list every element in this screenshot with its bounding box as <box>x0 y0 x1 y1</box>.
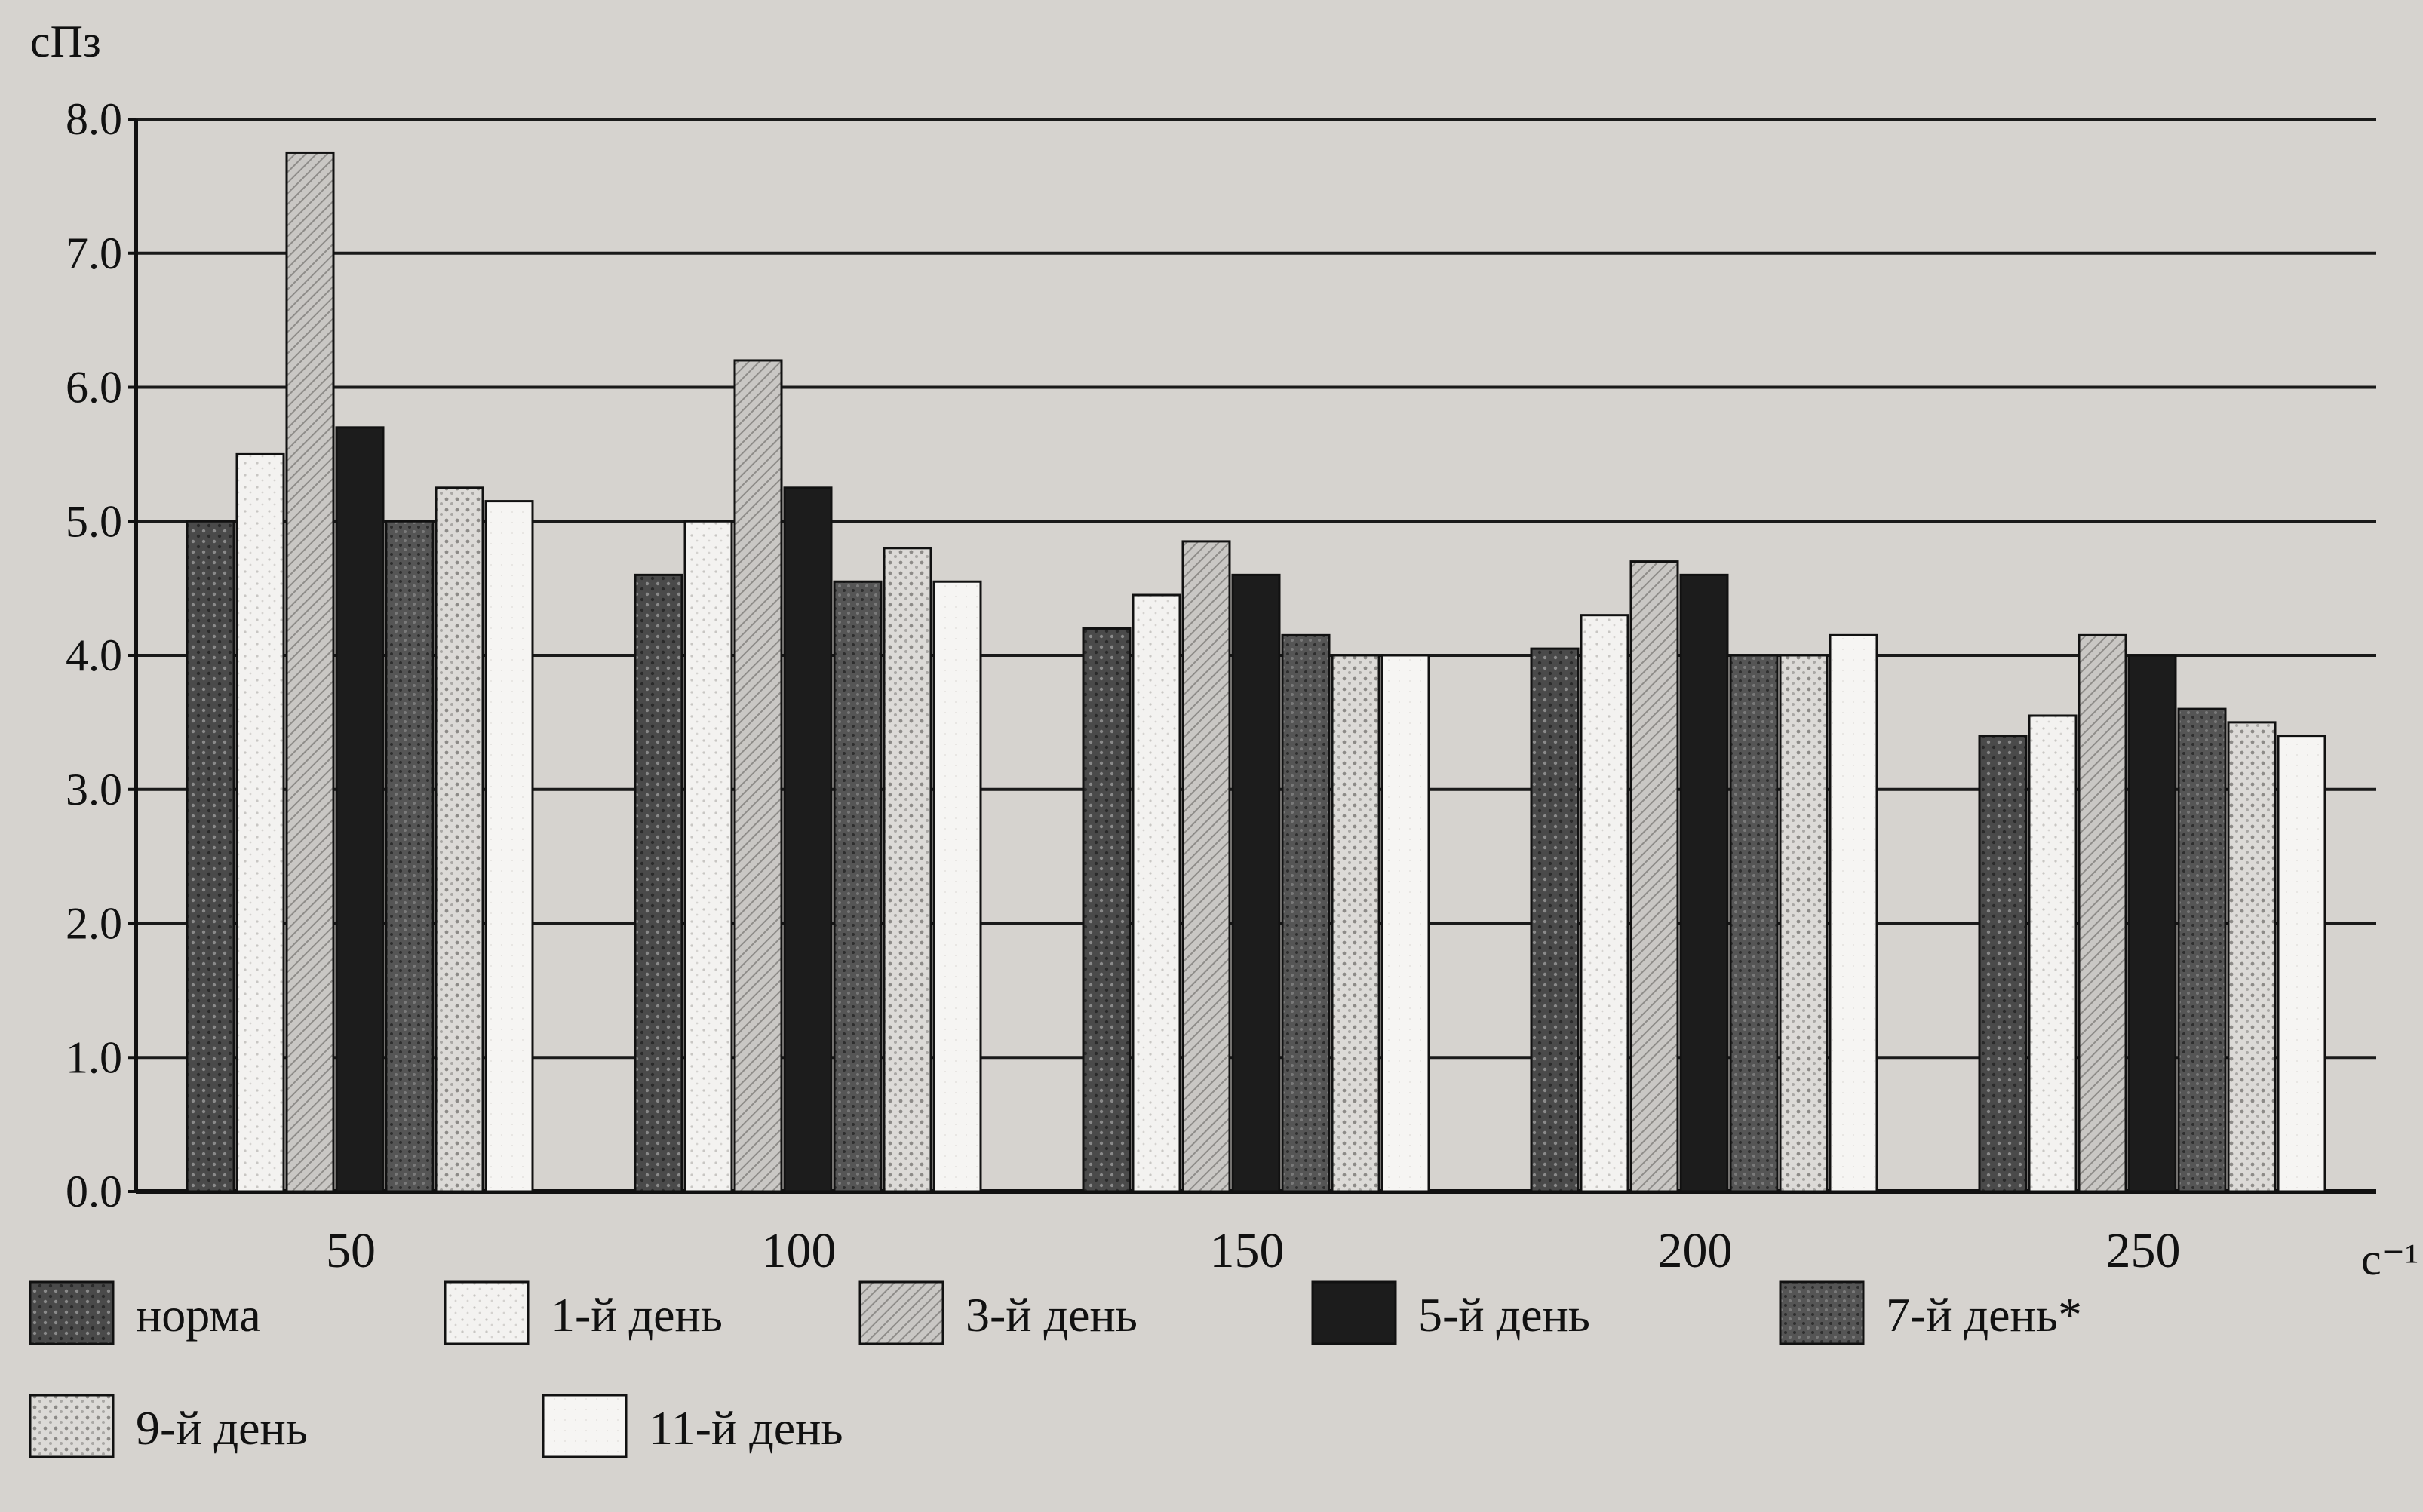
bar <box>235 452 285 1193</box>
y-tick-label: 0.0 <box>66 1167 122 1216</box>
y-tick-label: 3.0 <box>66 765 122 814</box>
y-tick-label: 2.0 <box>66 899 122 949</box>
bar <box>1281 633 1331 1193</box>
legend-swatch <box>29 1394 115 1458</box>
x-category-label: 100 <box>762 1223 837 1278</box>
bar <box>186 520 235 1193</box>
bar <box>1181 540 1231 1193</box>
bar <box>2028 714 2078 1193</box>
bar <box>634 573 683 1193</box>
bar <box>1580 614 1629 1193</box>
bar <box>285 151 335 1193</box>
bar <box>2277 735 2326 1193</box>
axis-labels: 0.0 1.0 2.0 3.0 4.0 5.0 6.0 7.0 8.0 сПз с⁻¹ 50 100 15… <box>30 17 2418 1284</box>
bar <box>1380 654 1430 1193</box>
bar <box>1779 654 1829 1193</box>
legend-label: 3-й день <box>966 1288 1138 1342</box>
bar <box>2177 707 2227 1193</box>
legend: норма 1-й день 3-й день 5-й день 7-й день* 9-… <box>29 1280 2082 1458</box>
bar <box>1132 593 1181 1193</box>
bar <box>1231 573 1281 1193</box>
bar <box>1829 633 1878 1193</box>
bar <box>2127 654 2177 1193</box>
bar <box>484 500 534 1193</box>
bar <box>883 547 932 1193</box>
bar <box>1082 627 1132 1193</box>
bar <box>1978 735 2028 1193</box>
bar <box>2078 633 2127 1193</box>
legend-swatch <box>542 1394 628 1458</box>
bar <box>2227 721 2277 1193</box>
y-axis-title: сПз <box>30 17 101 66</box>
bar <box>783 486 833 1193</box>
legend-swatch <box>1779 1280 1865 1345</box>
y-tick-label: 4.0 <box>66 630 122 680</box>
bar <box>1331 654 1380 1193</box>
y-tick-label: 7.0 <box>66 228 122 278</box>
bar <box>932 580 982 1193</box>
bar <box>1729 654 1779 1193</box>
legend-label: 11-й день <box>649 1401 843 1455</box>
y-tick-label: 5.0 <box>66 496 122 546</box>
x-category-label: 150 <box>1210 1223 1285 1278</box>
x-category-label: 200 <box>1658 1223 1733 1278</box>
legend-label: норма <box>136 1288 261 1342</box>
legend-swatch <box>858 1280 944 1345</box>
legend-swatch <box>1311 1280 1397 1345</box>
bar <box>733 359 783 1193</box>
bar <box>1629 560 1679 1193</box>
bar <box>435 486 484 1193</box>
legend-label: 1-й день <box>551 1288 723 1342</box>
bar <box>833 580 883 1193</box>
legend-label: 5-й день <box>1418 1288 1590 1342</box>
legend-label: 7-й день* <box>1886 1288 2082 1342</box>
bar <box>1530 647 1580 1193</box>
bar <box>335 426 385 1193</box>
x-category-label: 250 <box>2106 1223 2181 1278</box>
x-axis-title: с⁻¹ <box>2361 1234 2418 1284</box>
legend-swatch <box>29 1280 115 1345</box>
bar <box>683 520 733 1193</box>
bars <box>186 151 2326 1193</box>
x-category-label: 50 <box>326 1223 376 1278</box>
bar <box>1679 573 1729 1193</box>
legend-swatch <box>444 1280 530 1345</box>
y-tick-label: 1.0 <box>66 1032 122 1082</box>
y-tick-label: 8.0 <box>66 94 122 144</box>
legend-label: 9-й день <box>136 1401 308 1455</box>
bar <box>385 520 435 1193</box>
y-tick-label: 6.0 <box>66 363 122 413</box>
